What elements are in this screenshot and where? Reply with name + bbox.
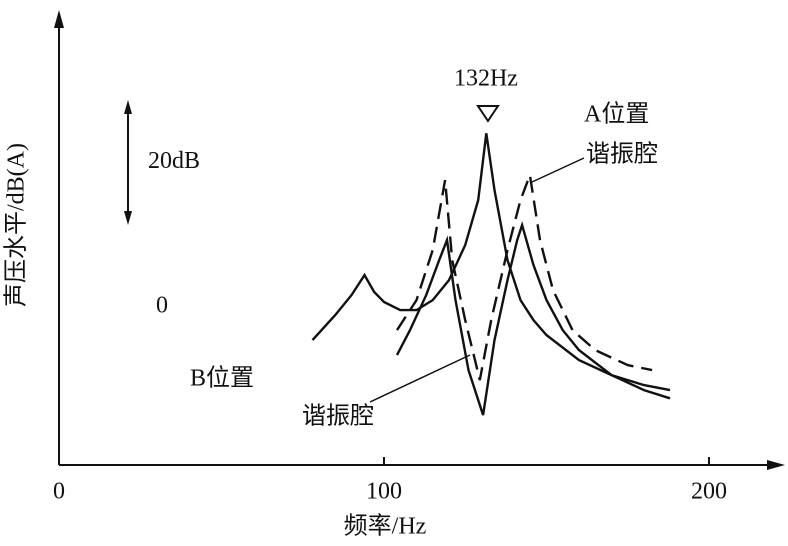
leader-line (369, 354, 471, 403)
x-tick-label: 0 (53, 479, 65, 505)
y-tick-label: 0 (156, 293, 168, 319)
scale-bar-arrow (124, 211, 132, 225)
x-axis-label: 频率/Hz (344, 513, 427, 540)
line (311, 133, 671, 392)
scale-bar-label: 20dB (148, 148, 200, 174)
annotation: 谐振腔 (302, 403, 374, 430)
annotation: B位置 (190, 365, 254, 392)
scale-bar-arrow (124, 100, 132, 114)
peak-marker (476, 105, 500, 123)
x-tick-label: 100 (366, 479, 402, 505)
x-tick-label: 200 (691, 479, 727, 505)
y-axis-label: 声压水平/dB(A) (3, 143, 30, 307)
y-axis-arrow (54, 10, 64, 28)
x-axis-arrow (767, 460, 785, 470)
leader-line (531, 157, 585, 183)
annotation: A位置 (584, 101, 649, 128)
annotation: 谐振腔 (586, 141, 658, 168)
line (395, 220, 671, 416)
line (395, 170, 653, 381)
peak-marker-label: 132Hz (454, 66, 518, 92)
